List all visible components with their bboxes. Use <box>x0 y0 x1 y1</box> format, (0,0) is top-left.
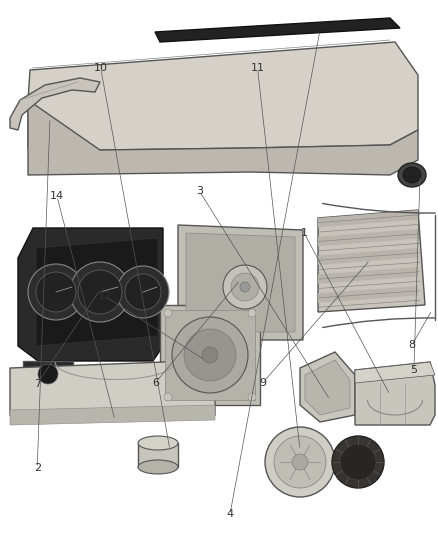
Polygon shape <box>23 361 73 386</box>
Ellipse shape <box>138 436 178 450</box>
Polygon shape <box>318 267 418 284</box>
Text: 7: 7 <box>34 379 41 389</box>
Ellipse shape <box>202 347 218 363</box>
Polygon shape <box>10 405 215 425</box>
Ellipse shape <box>38 364 58 384</box>
Text: 3: 3 <box>196 186 203 196</box>
FancyArrowPatch shape <box>323 204 435 213</box>
Polygon shape <box>318 229 418 246</box>
Ellipse shape <box>164 393 172 401</box>
Text: 12: 12 <box>98 292 112 301</box>
Text: 14: 14 <box>50 191 64 201</box>
Ellipse shape <box>274 436 326 488</box>
Ellipse shape <box>248 393 256 401</box>
Ellipse shape <box>164 309 172 317</box>
Ellipse shape <box>240 282 250 292</box>
Ellipse shape <box>28 264 84 320</box>
Ellipse shape <box>172 317 248 393</box>
Polygon shape <box>10 360 215 420</box>
Text: 10: 10 <box>94 63 108 73</box>
Polygon shape <box>186 233 295 332</box>
Text: 2: 2 <box>34 463 41 473</box>
Polygon shape <box>155 18 400 42</box>
Polygon shape <box>18 228 163 361</box>
Ellipse shape <box>265 427 335 497</box>
Ellipse shape <box>403 167 421 183</box>
Polygon shape <box>355 362 435 383</box>
Text: 6: 6 <box>152 378 159 387</box>
Ellipse shape <box>248 309 256 317</box>
Polygon shape <box>160 305 260 405</box>
Text: 9: 9 <box>259 378 266 387</box>
Polygon shape <box>305 360 350 415</box>
Polygon shape <box>355 362 435 425</box>
Ellipse shape <box>332 436 384 488</box>
FancyArrowPatch shape <box>323 318 435 327</box>
Polygon shape <box>165 310 255 400</box>
Polygon shape <box>318 248 418 265</box>
Ellipse shape <box>138 460 178 474</box>
Ellipse shape <box>117 266 169 318</box>
Ellipse shape <box>70 262 130 322</box>
Text: 4: 4 <box>226 510 233 519</box>
Polygon shape <box>300 352 355 422</box>
Ellipse shape <box>78 270 122 314</box>
Polygon shape <box>36 238 158 346</box>
Ellipse shape <box>292 454 308 470</box>
Polygon shape <box>318 286 418 303</box>
Polygon shape <box>28 42 418 150</box>
Text: 1: 1 <box>301 229 308 238</box>
Ellipse shape <box>223 265 267 309</box>
Ellipse shape <box>36 272 76 312</box>
Text: 8: 8 <box>408 341 415 350</box>
Ellipse shape <box>231 273 259 301</box>
Polygon shape <box>178 225 303 340</box>
Polygon shape <box>318 210 425 312</box>
Text: 11: 11 <box>251 63 265 73</box>
Ellipse shape <box>184 329 236 381</box>
Text: 5: 5 <box>410 366 417 375</box>
Polygon shape <box>318 210 418 228</box>
Polygon shape <box>10 78 100 130</box>
Ellipse shape <box>125 274 161 310</box>
Polygon shape <box>28 100 418 175</box>
Ellipse shape <box>398 163 426 187</box>
Ellipse shape <box>340 444 376 480</box>
Polygon shape <box>138 443 178 467</box>
